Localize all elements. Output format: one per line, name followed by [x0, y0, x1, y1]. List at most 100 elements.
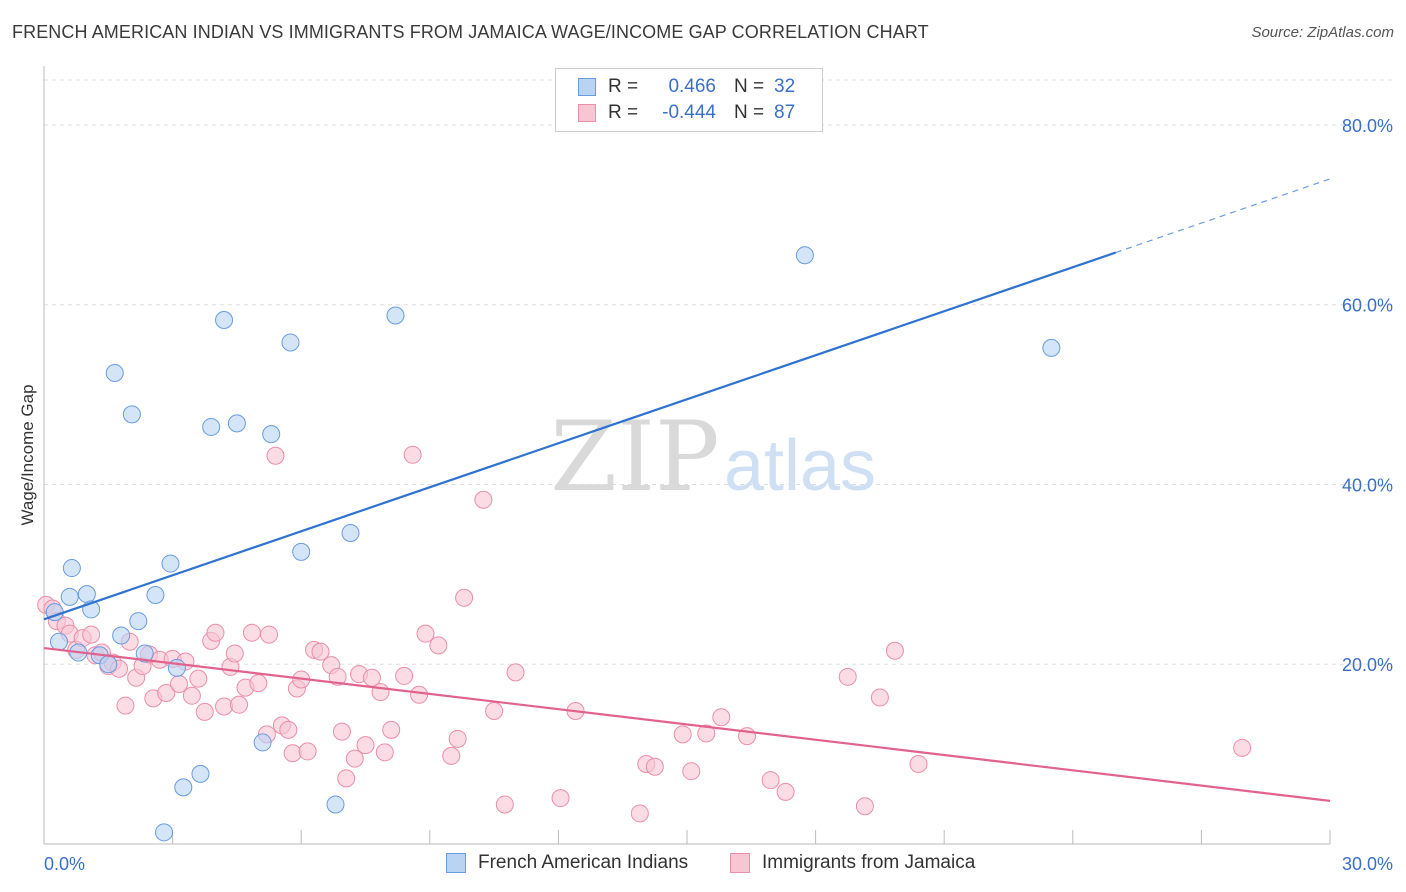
data-point	[50, 632, 69, 651]
watermark-atlas: atlas	[724, 426, 876, 506]
source-label: Source: ZipAtlas.com	[1251, 24, 1394, 41]
data-point	[227, 414, 246, 433]
data-point	[129, 612, 148, 631]
data-point	[298, 742, 317, 761]
y-axis-label: Wage/Income Gap	[18, 384, 37, 526]
data-point	[403, 445, 422, 464]
data-point	[174, 778, 193, 797]
data-point	[253, 733, 272, 752]
data-point	[455, 588, 474, 607]
data-point	[485, 701, 504, 720]
watermark-zip: ZIP	[550, 401, 719, 513]
stats-legend: R = 0.466 N = 32 R = -0.444 N = 87	[555, 68, 823, 132]
data-point	[328, 667, 347, 686]
data-point	[395, 666, 414, 685]
data-point	[167, 658, 186, 677]
data-point	[230, 695, 249, 714]
data-point	[682, 762, 701, 781]
data-point	[311, 642, 330, 661]
data-point	[551, 789, 570, 808]
tick-labels: 20.0% 40.0% 60.0% 80.0% 0.0% 30.0%	[44, 116, 1393, 874]
data-point	[82, 625, 101, 644]
n-label: N =	[734, 76, 765, 97]
axes	[43, 66, 1331, 845]
stats-legend-row-pink: R = -0.444 N = 87	[578, 101, 795, 125]
data-point	[105, 364, 124, 383]
data-point	[712, 708, 731, 727]
legend-label: Immigrants from Jamaica	[762, 852, 976, 873]
data-point	[332, 722, 351, 741]
legend-item-french-american-indians[interactable]: French American Indians	[446, 852, 688, 874]
r-label: R =	[608, 102, 639, 123]
x-tick-label: 30.0%	[1342, 854, 1393, 874]
data-point	[855, 797, 874, 816]
n-value: 87	[774, 102, 796, 123]
data-point	[195, 702, 214, 721]
data-point	[870, 688, 889, 707]
stats-legend-row-blue: R = 0.466 N = 32	[578, 75, 795, 99]
data-point	[262, 425, 281, 444]
data-point	[215, 310, 234, 329]
data-point	[442, 746, 461, 765]
data-point	[1233, 738, 1252, 757]
data-point	[225, 644, 244, 663]
trend-line	[43, 251, 1117, 621]
data-point	[279, 720, 298, 739]
r-value: -0.444	[662, 102, 716, 123]
data-point	[122, 405, 141, 424]
data-point	[242, 623, 261, 642]
data-point	[885, 641, 904, 660]
data-point	[146, 586, 165, 605]
data-point	[429, 636, 448, 655]
data-point	[345, 749, 364, 768]
data-point	[697, 724, 716, 743]
chart-title: FRENCH AMERICAN INDIAN VS IMMIGRANTS FRO…	[12, 22, 929, 42]
legend-label: French American Indians	[478, 852, 689, 873]
data-point	[60, 587, 79, 606]
data-point	[292, 542, 311, 561]
data-point	[189, 669, 208, 688]
data-point	[116, 696, 135, 715]
data-point	[673, 725, 692, 744]
data-point	[283, 744, 302, 763]
pink-swatch-icon	[578, 104, 596, 122]
n-label: N =	[734, 102, 765, 123]
data-point	[506, 663, 525, 682]
data-point	[341, 524, 360, 543]
data-point	[215, 697, 234, 716]
data-point	[386, 306, 405, 325]
data-point	[157, 683, 176, 702]
data-point	[155, 823, 174, 842]
r-label: R =	[608, 76, 639, 97]
series-french-american-indians	[45, 246, 1061, 842]
data-point	[776, 782, 795, 801]
y-tick-label: 20.0%	[1342, 655, 1393, 675]
data-point	[112, 626, 131, 645]
r-value: 0.466	[668, 76, 716, 97]
data-point	[838, 667, 857, 686]
legend-item-immigrants-from-jamaica[interactable]: Immigrants from Jamaica	[730, 852, 975, 874]
y-tick-label: 40.0%	[1342, 475, 1393, 495]
data-point	[375, 743, 394, 762]
pink-swatch-icon	[730, 853, 750, 873]
data-point	[260, 625, 279, 644]
data-point	[182, 686, 201, 705]
data-point	[206, 623, 225, 642]
data-point	[410, 685, 429, 704]
data-point	[382, 720, 401, 739]
n-value: 32	[774, 76, 796, 97]
trend-line-extension	[1115, 178, 1331, 254]
data-point	[326, 795, 345, 814]
data-point	[337, 769, 356, 788]
data-point	[266, 446, 285, 465]
data-point	[371, 683, 390, 702]
grid-lines	[44, 79, 1392, 665]
data-point	[416, 624, 435, 643]
blue-swatch-icon	[446, 853, 466, 873]
data-point	[249, 674, 268, 693]
data-point	[191, 764, 210, 783]
series-immigrants-from-jamaica	[37, 445, 1252, 823]
data-point	[281, 333, 300, 352]
data-point	[202, 417, 221, 436]
